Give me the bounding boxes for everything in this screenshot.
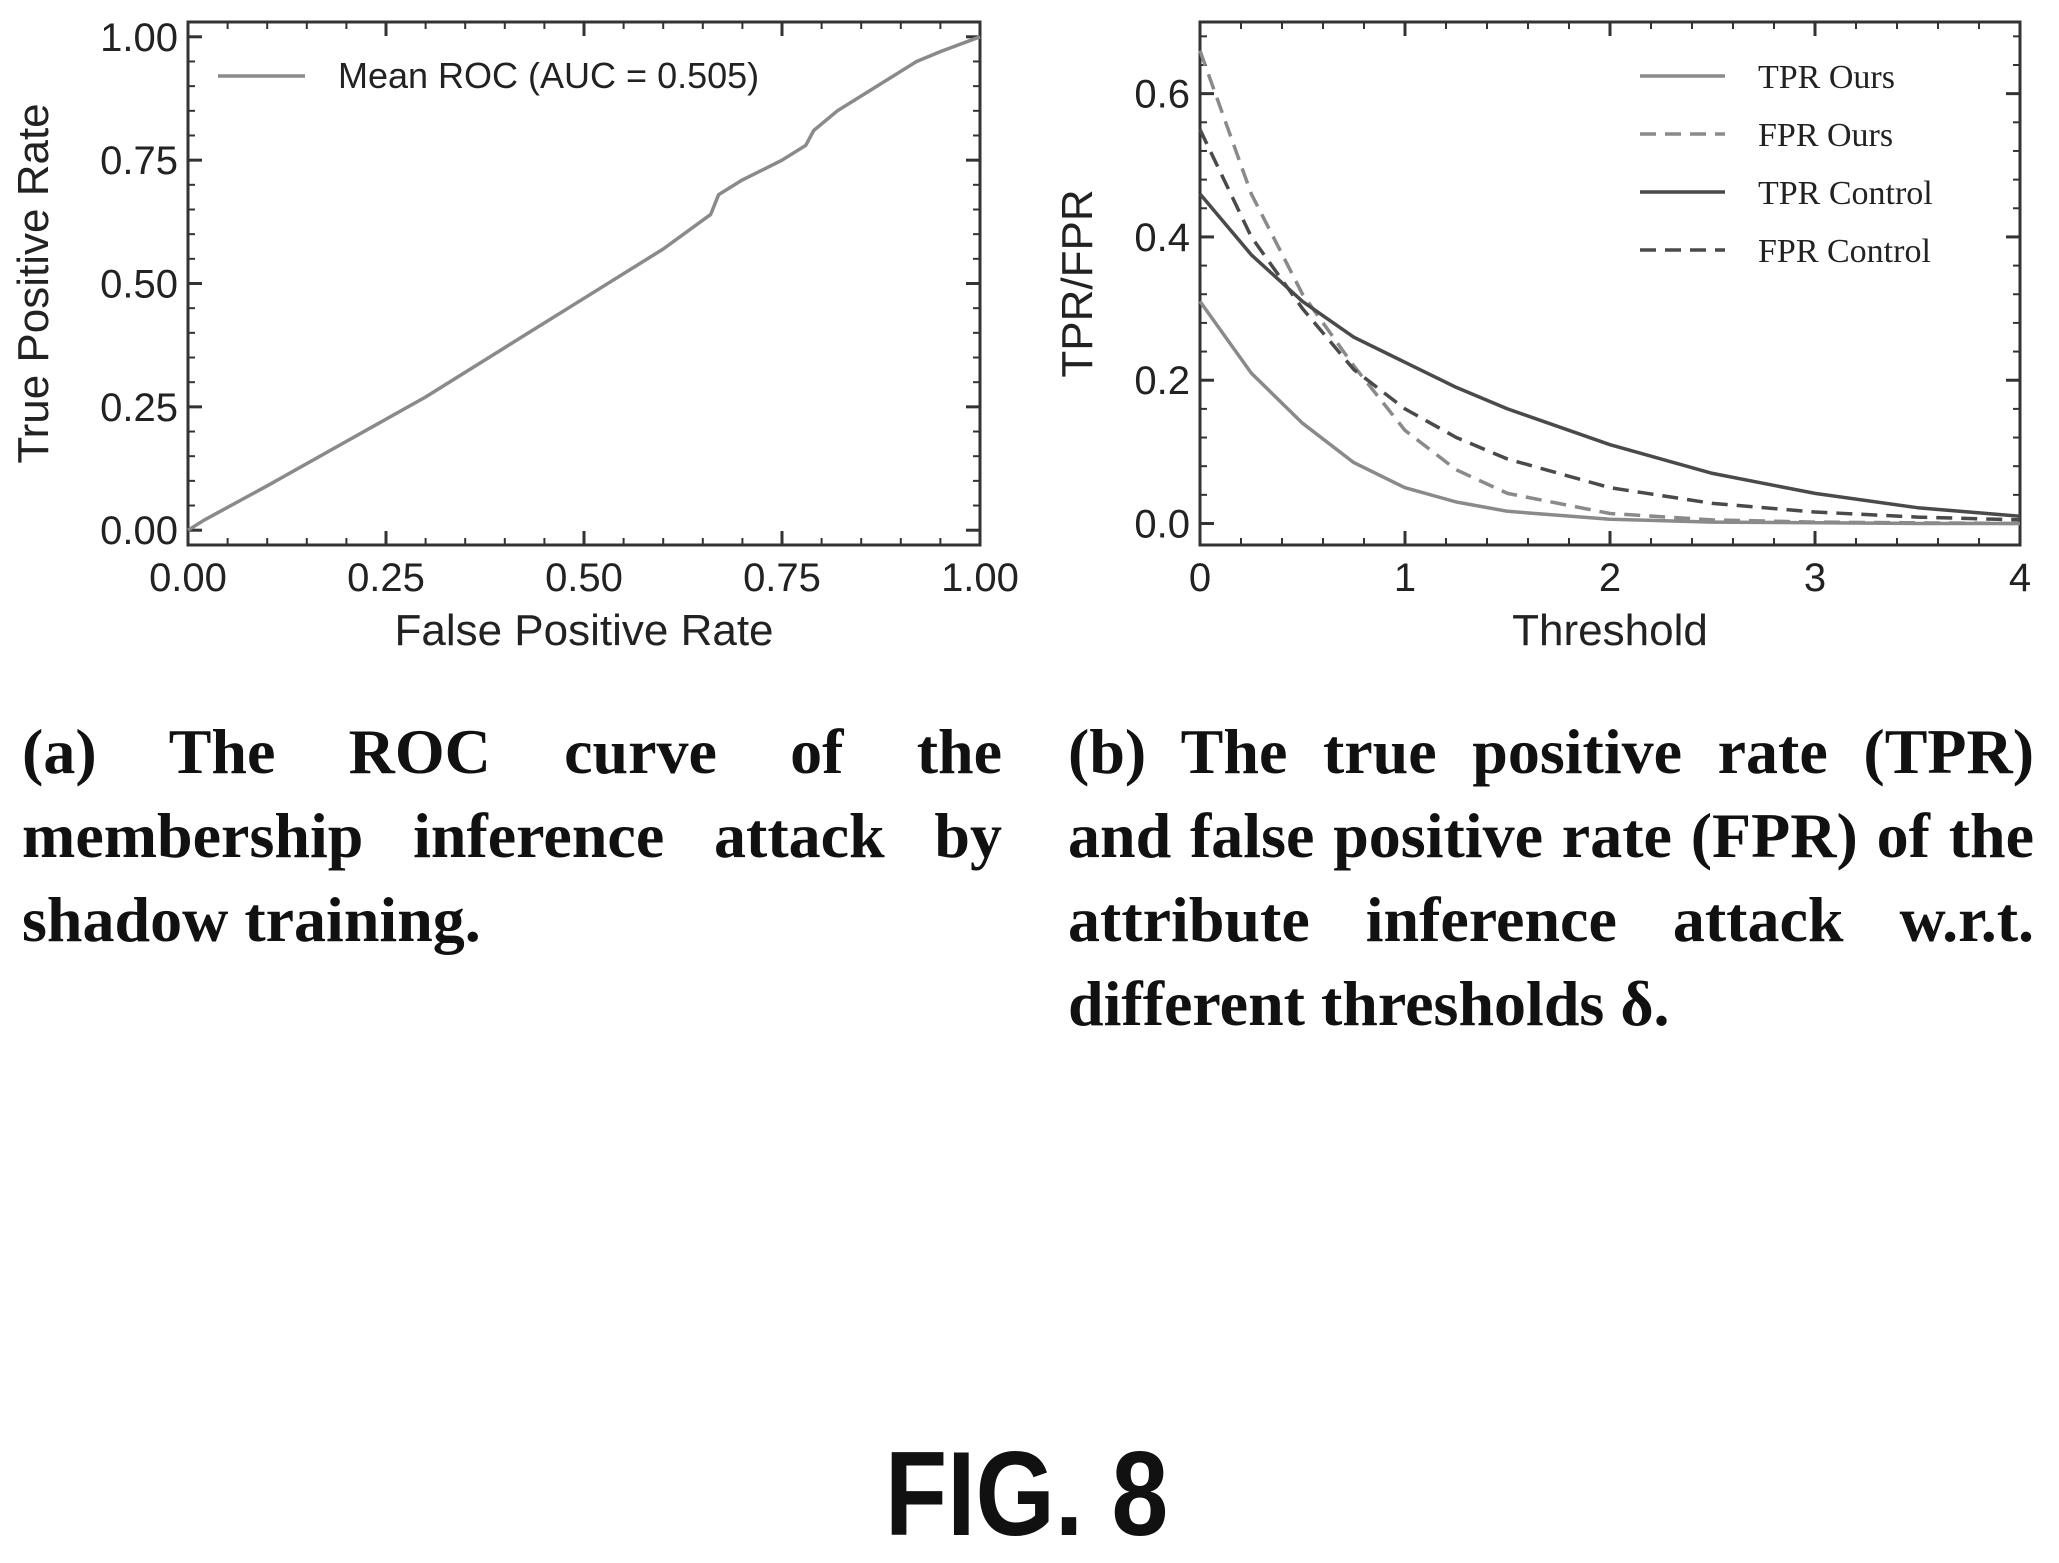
rate-x-tick-label: 2 — [1599, 556, 1621, 600]
roc-y-tick-label: 0.25 — [100, 386, 178, 430]
rate-y-tick-label: 0.6 — [1134, 73, 1190, 117]
roc-y-tick-label: 0.00 — [100, 509, 178, 553]
rate-y-tick-label: 0.4 — [1134, 216, 1190, 260]
rate-x-axis-label: Threshold — [1512, 606, 1708, 655]
roc-x-tick-label: 0.00 — [149, 556, 227, 600]
rate-series-line-2 — [1198, 50, 2021, 526]
roc-y-tick-label: 1.00 — [100, 16, 178, 60]
rate-legend-label-1: TPR Ours — [1758, 59, 1895, 96]
rate-x-tick-label: 3 — [1804, 556, 1826, 600]
rate-x-tick-label: 1 — [1394, 556, 1416, 600]
roc-x-tick-label: 1.00 — [941, 556, 1019, 600]
roc-y-axis-label: True Positive Rate — [9, 103, 58, 463]
caption-b: (b) The true positive rate (TPR) and fal… — [1068, 716, 2034, 1039]
rate-y-tick-label: 0.0 — [1134, 503, 1190, 547]
rate-plot-frame — [1198, 20, 2022, 547]
rate-series-line-3 — [1198, 192, 2021, 519]
charts-canvas: 0.00 0.25 0.50 0.75 1.000.000.250.500.751.00… — [9, 16, 2031, 655]
roc-x-tick-label: 0.50 — [545, 556, 623, 600]
roc-plot-frame — [186, 20, 982, 547]
roc-x-tick-label: 0.75 — [743, 556, 821, 600]
rate-series-line-4 — [1198, 128, 2021, 522]
rate-legend-label-2: FPR Ours — [1758, 117, 1893, 154]
rate-y-axis-label: TPR/FPR — [1053, 189, 1102, 377]
roc-series-line-1 — [187, 35, 981, 532]
caption-a: (a) The ROC curve of the membership infe… — [22, 716, 1002, 955]
roc-x-axis-label: False Positive Rate — [394, 606, 773, 655]
rate-x-tick-label: 0 — [1189, 556, 1211, 600]
roc-y-tick-label: 0.50 — [100, 263, 178, 307]
rate-legend-label-3: TPR Control — [1758, 175, 1933, 212]
roc-legend-label-1: Mean ROC (AUC = 0.505) — [338, 55, 759, 96]
rate-legend-label-4: FPR Control — [1758, 233, 1931, 270]
rate-y-tick-label: 0.2 — [1134, 359, 1190, 403]
rate-x-tick-label: 4 — [2009, 556, 2031, 600]
roc-y-tick-label: 0.75 — [100, 139, 178, 183]
figure-label: FIG. 8 — [884, 1427, 1169, 1561]
roc-x-tick-label: 0.25 — [347, 556, 425, 600]
